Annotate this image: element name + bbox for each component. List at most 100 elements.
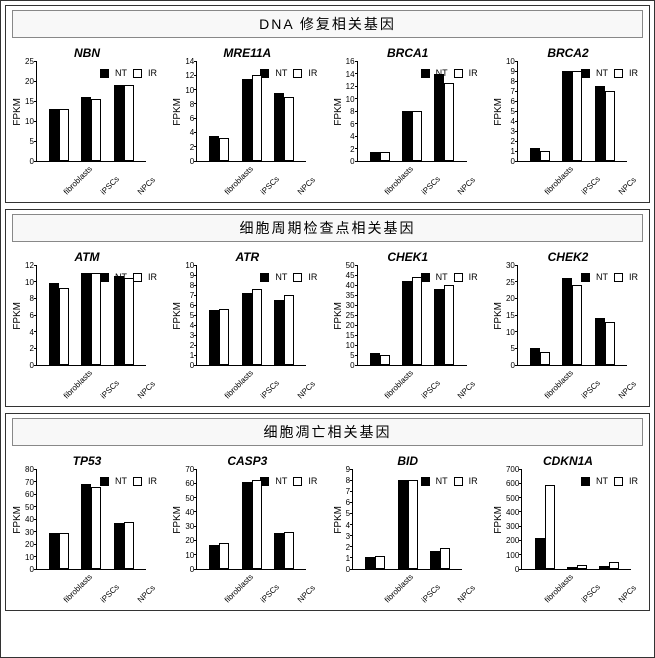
plot-wrap: FPKM02468101214 <box>172 62 322 162</box>
bar-group <box>49 533 69 569</box>
bar-nt <box>430 551 440 569</box>
plot-wrap: FPKM0246810121416 <box>333 62 483 162</box>
bar-nt <box>365 557 375 569</box>
y-tick-mark <box>194 540 197 541</box>
bar-ir <box>444 83 454 161</box>
plot-area <box>517 62 627 162</box>
chart-brca2: BRCA2NTIRFPKM012345678910fibroblastsiPSC… <box>493 46 643 200</box>
y-tick-mark <box>355 325 358 326</box>
y-tick-mark <box>194 483 197 484</box>
chart-title: ATR <box>172 250 322 264</box>
y-tick-mark <box>194 305 197 306</box>
y-tick-mark <box>194 569 197 570</box>
y-tick-mark <box>194 497 197 498</box>
bar-group <box>530 148 550 161</box>
y-tick-mark <box>194 355 197 356</box>
bar-ir <box>91 99 101 161</box>
x-axis: fibroblastsiPSCsNPCs <box>40 368 150 404</box>
bar-ir <box>284 97 294 161</box>
x-tick-label: fibroblasts <box>62 584 102 624</box>
bar-group <box>370 353 390 365</box>
bar-group <box>242 75 262 161</box>
plot-wrap: FPKM024681012 <box>12 266 162 366</box>
bar-ir <box>380 152 390 161</box>
bar-group <box>81 97 101 161</box>
plot-area <box>196 266 306 366</box>
y-tick-mark <box>194 89 197 90</box>
plot-area <box>36 470 146 570</box>
bar-ir <box>252 480 262 569</box>
legend-label-ir: IR <box>629 68 638 78</box>
bar-nt <box>595 318 605 365</box>
bar-nt <box>595 86 605 161</box>
bar-nt <box>114 523 124 569</box>
y-tick-mark <box>355 305 358 306</box>
bar-ir <box>284 532 294 569</box>
y-tick-mark <box>355 123 358 124</box>
bar-nt <box>562 71 572 161</box>
y-tick-mark <box>355 161 358 162</box>
bar-nt <box>530 148 540 161</box>
bar-nt <box>402 281 412 365</box>
y-axis: 01020304050607080 <box>25 470 36 570</box>
panel: 细胞周期检查点相关基因ATMNTIRFPKM024681012fibroblas… <box>5 209 650 407</box>
plot-wrap: FPKM05101520253035404550 <box>333 266 483 366</box>
x-tick-label: fibroblasts <box>223 584 263 624</box>
figure-root: DNA 修复相关基因NBNNTIRFPKM0510152025fibroblas… <box>5 5 650 611</box>
bar-group <box>599 562 619 569</box>
legend-label-ir: IR <box>308 68 317 78</box>
bar-group <box>567 565 587 569</box>
x-tick-label: iPSCs <box>99 584 139 624</box>
bar-ir <box>540 352 550 365</box>
bar-ir <box>577 565 587 569</box>
y-tick-mark <box>515 101 518 102</box>
bar-group <box>562 71 582 161</box>
bar-ir <box>252 289 262 365</box>
y-tick-mark <box>34 265 37 266</box>
bar-ir <box>91 487 101 570</box>
y-tick-mark <box>34 506 37 507</box>
y-tick-mark <box>355 345 358 346</box>
bar-group <box>242 480 262 569</box>
plot-wrap: FPKM0123456789 <box>333 470 483 570</box>
y-tick-mark <box>515 281 518 282</box>
bar-nt <box>370 353 380 365</box>
chart-title: CHEK1 <box>333 250 483 264</box>
bar-ir <box>412 277 422 365</box>
y-tick-mark <box>194 61 197 62</box>
bar-nt <box>398 480 408 569</box>
plot-area <box>357 266 467 366</box>
y-tick-mark <box>34 519 37 520</box>
bar-group <box>274 295 294 365</box>
y-tick-mark <box>355 111 358 112</box>
y-axis-label: FPKM <box>12 506 23 534</box>
y-tick-mark <box>350 502 353 503</box>
plot-wrap: FPKM012345678910 <box>172 266 322 366</box>
y-tick-mark <box>34 315 37 316</box>
bar-group <box>274 93 294 161</box>
x-tick-label: iPSCs <box>580 584 620 624</box>
bar-group <box>274 532 294 569</box>
charts-row: TP53NTIRFPKM01020304050607080fibroblasts… <box>12 454 643 608</box>
charts-row: ATMNTIRFPKM024681012fibroblastsiPSCsNPCs… <box>12 250 643 404</box>
y-tick-mark <box>515 315 518 316</box>
y-tick-mark <box>34 141 37 142</box>
plot-area <box>196 62 306 162</box>
legend-label-ir: IR <box>469 272 478 282</box>
panel-header: 细胞周期检查点相关基因 <box>12 214 643 242</box>
chart-title: BRCA1 <box>333 46 483 60</box>
bar-ir <box>412 111 422 161</box>
y-tick-mark <box>355 73 358 74</box>
bar-group <box>434 285 454 365</box>
y-tick-mark <box>34 298 37 299</box>
y-tick-mark <box>515 331 518 332</box>
chart-atr: ATRNTIRFPKM012345678910fibroblastsiPSCsN… <box>172 250 322 404</box>
bar-ir <box>605 91 615 161</box>
y-tick-mark <box>350 491 353 492</box>
y-tick-mark <box>34 481 37 482</box>
bar-ir <box>284 295 294 365</box>
y-axis-label: FPKM <box>493 506 504 534</box>
bar-group <box>535 485 555 569</box>
bar-ir <box>124 278 134 365</box>
x-tick-label: NPCs <box>296 584 336 624</box>
